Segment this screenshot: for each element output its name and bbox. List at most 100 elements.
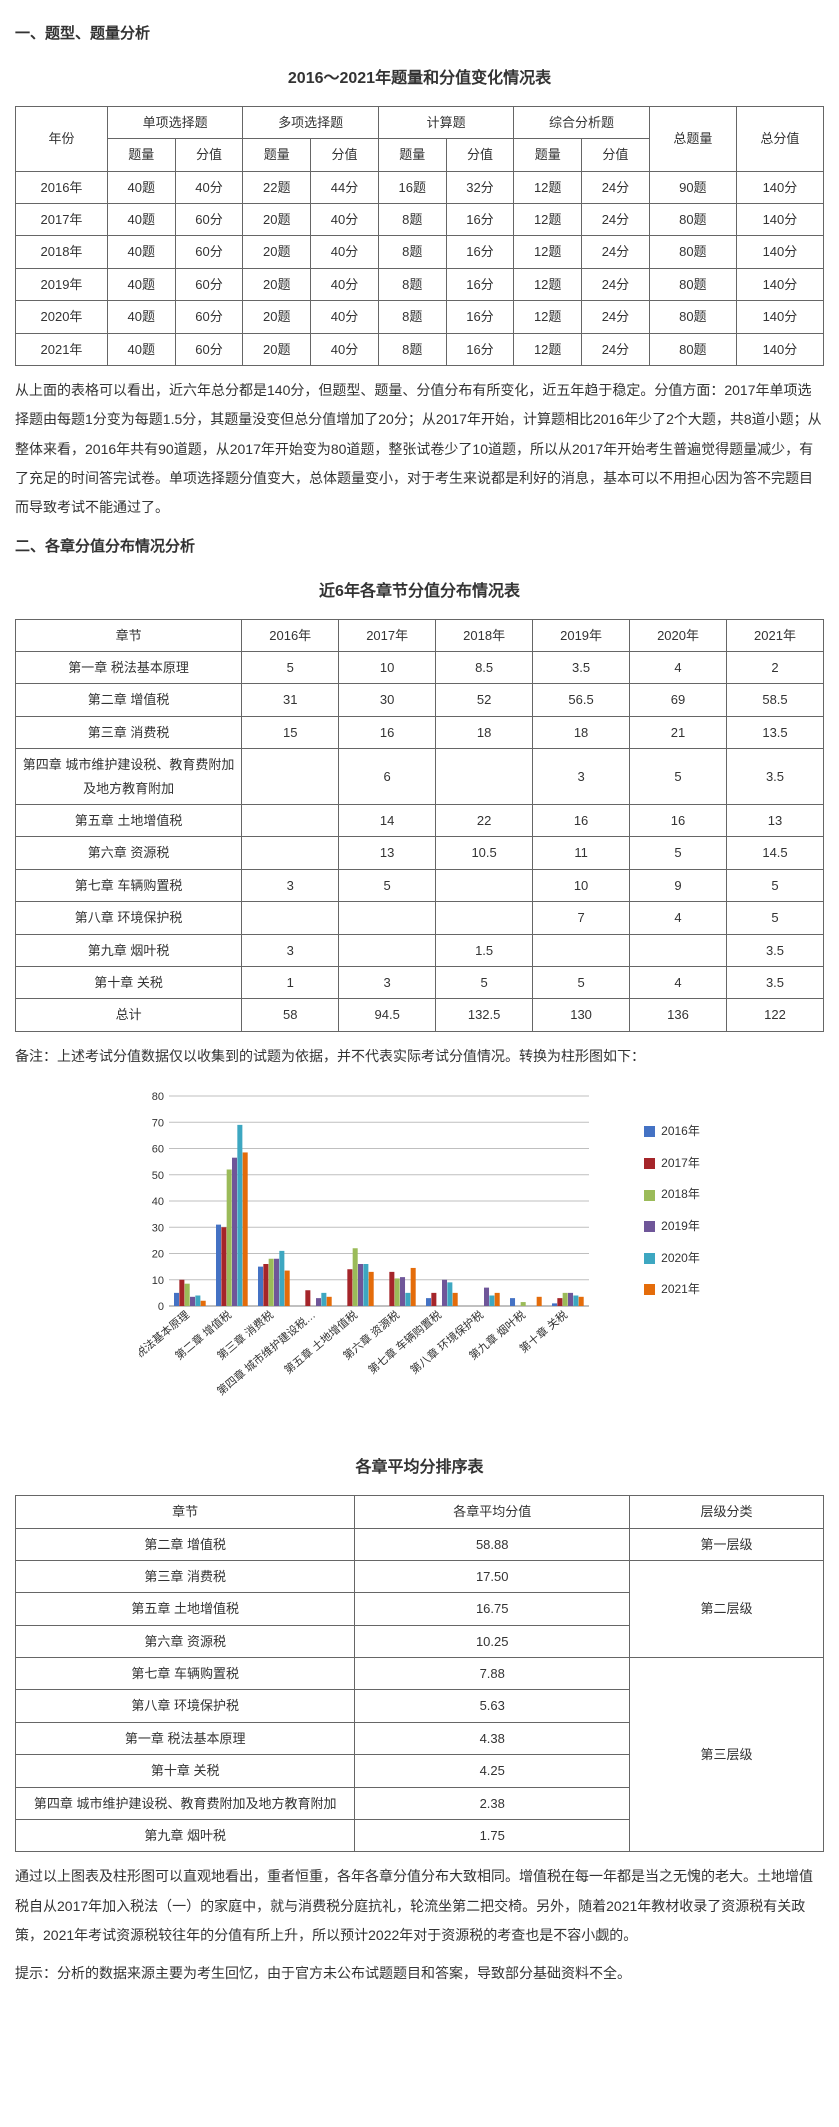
table2-th: 2018年 (436, 619, 533, 651)
chart-bar (243, 1153, 248, 1307)
table2-th: 章节 (16, 619, 242, 651)
th-chapter: 章节 (16, 1496, 355, 1528)
th-multi: 多项选择题 (243, 106, 378, 138)
cell-avg: 58.88 (355, 1528, 630, 1560)
table-cell: 24分 (582, 301, 650, 333)
table-cell: 3.5 (727, 934, 824, 966)
table-row: 第四章 城市维护建设税、教育费附加及地方教育附加6353.5 (16, 749, 824, 805)
table-cell: 140分 (736, 301, 823, 333)
cell-chapter: 第五章 土地增值税 (16, 805, 242, 837)
table-cell: 136 (630, 999, 727, 1031)
table-cell: 52 (436, 684, 533, 716)
cell-chapter: 第十章 关税 (16, 966, 242, 998)
legend-swatch (644, 1126, 655, 1137)
chart-bar (327, 1297, 332, 1306)
svg-text:30: 30 (152, 1222, 164, 1234)
table-cell (242, 837, 339, 869)
table-cell: 32分 (446, 171, 514, 203)
table-cell (630, 934, 727, 966)
cell-chapter: 第五章 土地增值税 (16, 1593, 355, 1625)
table1: 年份 单项选择题 多项选择题 计算题 综合分析题 总题量 总分值 题量分值题量分… (15, 106, 824, 366)
chart-bar (400, 1277, 405, 1306)
cell-chapter: 第九章 烟叶税 (16, 934, 242, 966)
svg-text:50: 50 (152, 1170, 164, 1182)
chart-bar (453, 1293, 458, 1306)
table-cell: 14.5 (727, 837, 824, 869)
table2-header: 章节2016年2017年2018年2019年2020年2021年 (16, 619, 824, 651)
table-cell: 5 (339, 869, 436, 901)
table-cell: 5 (630, 837, 727, 869)
table-cell: 31 (242, 684, 339, 716)
chart-bar (201, 1301, 206, 1306)
table-cell: 44分 (311, 171, 379, 203)
cell-chapter: 第六章 资源税 (16, 837, 242, 869)
table-cell: 24分 (582, 171, 650, 203)
table-cell: 24分 (582, 333, 650, 365)
table-cell: 16分 (446, 203, 514, 235)
table-cell: 4 (630, 966, 727, 998)
table-cell: 5 (242, 652, 339, 684)
table-cell: 60分 (175, 236, 243, 268)
chart-bar (358, 1264, 363, 1306)
chart-bar (258, 1267, 263, 1306)
table-cell: 16分 (446, 333, 514, 365)
table-cell: 10.5 (436, 837, 533, 869)
legend-item: 2020年 (644, 1248, 700, 1270)
table-cell: 2 (727, 652, 824, 684)
table-cell: 16分 (446, 301, 514, 333)
table-cell: 40分 (311, 268, 379, 300)
chart-bar (552, 1304, 557, 1307)
table-cell: 16分 (446, 268, 514, 300)
table-cell: 8题 (378, 268, 446, 300)
table-cell: 60分 (175, 333, 243, 365)
legend-item: 2017年 (644, 1153, 700, 1175)
chart-bar (431, 1293, 436, 1306)
chart-bar (227, 1170, 232, 1307)
table-cell: 140分 (736, 333, 823, 365)
table-row: 总计5894.5132.5130136122 (16, 999, 824, 1031)
chart-bar (321, 1293, 326, 1306)
table-row: 第五章 土地增值税1422161613 (16, 805, 824, 837)
table-cell: 18 (533, 716, 630, 748)
table-cell (533, 934, 630, 966)
table-cell: 40分 (311, 236, 379, 268)
table2-th: 2020年 (630, 619, 727, 651)
cell-chapter: 第七章 车辆购置税 (16, 1658, 355, 1690)
cell-avg: 1.75 (355, 1820, 630, 1852)
cell-year: 2017年 (16, 203, 108, 235)
table-cell: 5 (727, 869, 824, 901)
chart-bar (395, 1279, 400, 1307)
table-cell: 12题 (514, 301, 582, 333)
cell-chapter: 第八章 环境保护税 (16, 1690, 355, 1722)
table-cell: 58.5 (727, 684, 824, 716)
cell-avg: 5.63 (355, 1690, 630, 1722)
chart-bar (179, 1280, 184, 1306)
svg-text:70: 70 (152, 1117, 164, 1129)
table-cell: 60分 (175, 301, 243, 333)
table-cell (436, 902, 533, 934)
table-cell (242, 805, 339, 837)
table-cell: 9 (630, 869, 727, 901)
table-cell: 80题 (649, 203, 736, 235)
table-cell: 69 (630, 684, 727, 716)
cell-year: 2016年 (16, 171, 108, 203)
table-cell: 4 (630, 652, 727, 684)
chart-bar (269, 1259, 274, 1306)
table2: 章节2016年2017年2018年2019年2020年2021年 第一章 税法基… (15, 619, 824, 1032)
legend-item: 2021年 (644, 1279, 700, 1301)
legend-label: 2020年 (661, 1248, 700, 1270)
table-cell: 20题 (243, 268, 311, 300)
chart-bar (285, 1271, 290, 1306)
table1-subheader: 题量 (514, 139, 582, 171)
legend-label: 2019年 (661, 1216, 700, 1238)
table-cell: 20题 (243, 236, 311, 268)
cell-avg: 10.25 (355, 1625, 630, 1657)
table3: 章节 各章平均分值 层级分类 第二章 增值税58.88第一层级第三章 消费税17… (15, 1495, 824, 1852)
cell-tier: 第三层级 (630, 1658, 824, 1852)
table-row: 第九章 烟叶税31.53.5 (16, 934, 824, 966)
legend-label: 2018年 (661, 1184, 700, 1206)
chart-bar (521, 1302, 526, 1306)
table-cell: 130 (533, 999, 630, 1031)
cell-year: 2019年 (16, 268, 108, 300)
table-cell: 40分 (311, 203, 379, 235)
